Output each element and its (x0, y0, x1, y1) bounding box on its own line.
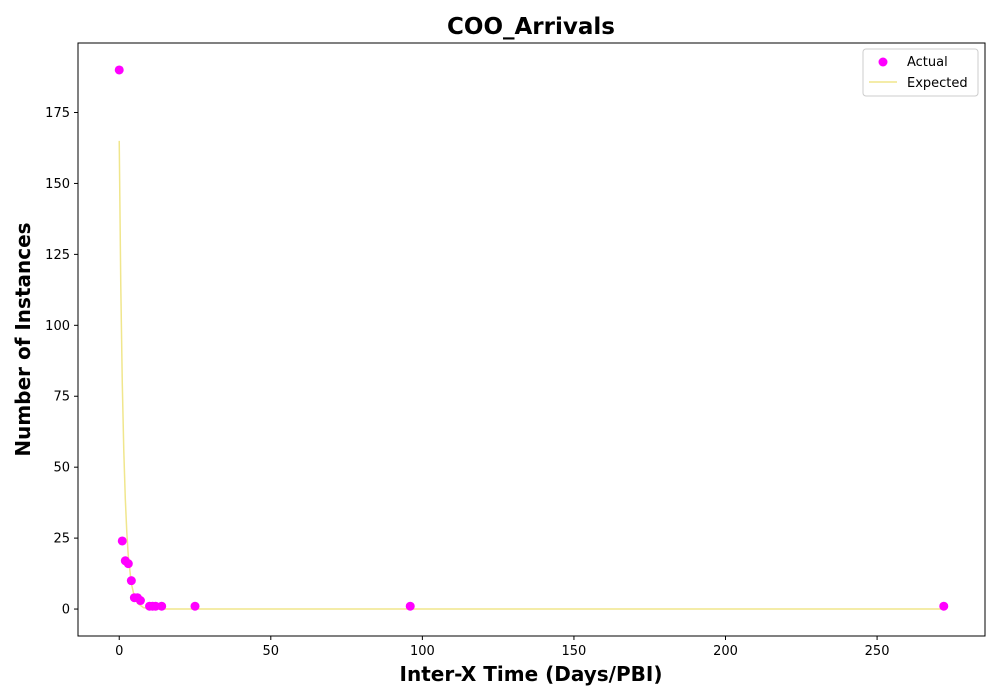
actual-point (135, 596, 145, 606)
y-tick-label: 25 (53, 532, 70, 547)
legend-marker-actual (878, 57, 888, 67)
y-tick-label: 75 (53, 390, 70, 405)
x-tick-label: 0 (115, 644, 123, 659)
legend-box (862, 48, 979, 97)
legend-label-expected: Expected (907, 76, 968, 91)
actual-point (117, 536, 127, 546)
x-tick-label: 200 (713, 644, 738, 659)
legend: Actual Expected (862, 48, 979, 97)
y-tick-label: 100 (45, 319, 70, 334)
x-tick-label: 50 (263, 644, 280, 659)
y-tick-label: 125 (45, 248, 70, 263)
y-tick-label: 150 (45, 177, 70, 192)
series-layer (114, 65, 949, 611)
plot-frame (77, 42, 986, 637)
axis-ticks: 0 50 100 150 200 250 0 25 50 75 100 125 150 175 (45, 106, 889, 659)
actual-point (114, 65, 124, 75)
x-tick-label: 100 (410, 644, 435, 659)
y-axis-label: Number of Instances (11, 222, 35, 456)
actual-point (123, 559, 133, 569)
actual-point (157, 601, 167, 611)
x-axis-label: Inter-X Time (Days/PBI) (400, 662, 663, 686)
actual-point (190, 601, 200, 611)
y-tick-label: 0 (62, 603, 70, 618)
actual-point (126, 576, 136, 586)
legend-label-actual: Actual (907, 55, 948, 70)
y-tick-label: 50 (53, 461, 70, 476)
x-tick-label: 150 (562, 644, 587, 659)
actual-point (405, 601, 415, 611)
actual-point (939, 601, 949, 611)
x-tick-label: 250 (865, 644, 890, 659)
chart-title: COO_Arrivals (447, 14, 615, 40)
y-tick-label: 175 (45, 106, 70, 121)
expected-line (118, 140, 944, 610)
